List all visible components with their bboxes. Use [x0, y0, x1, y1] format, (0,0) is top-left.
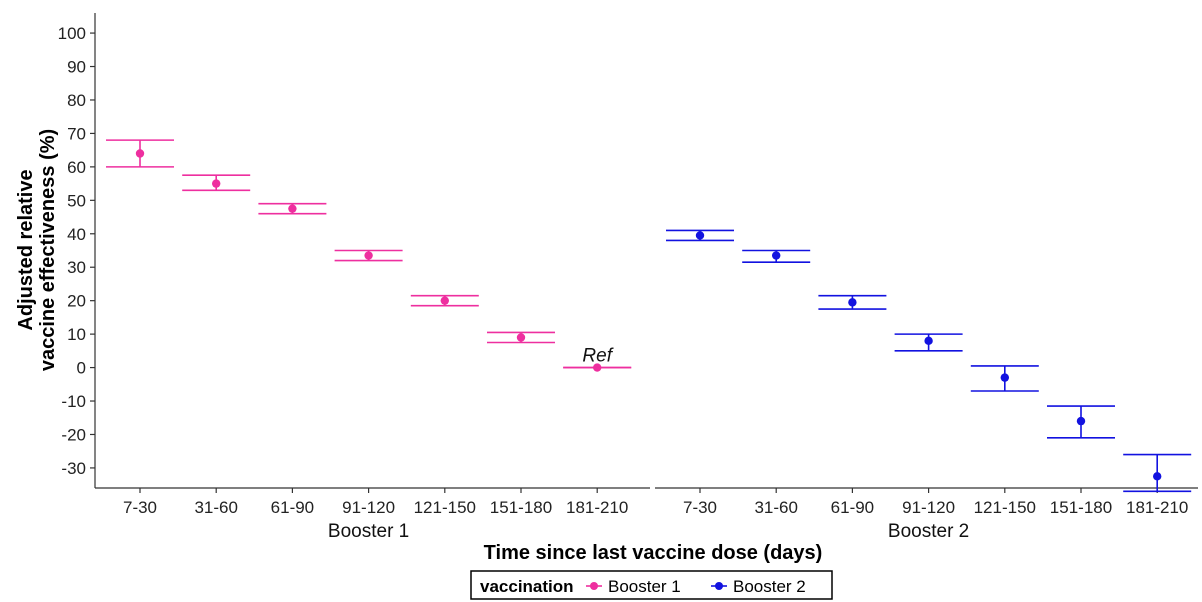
x-tick-label: 181-210 [566, 498, 628, 517]
legend-box [470, 570, 833, 600]
x-tick-label: 151-180 [1050, 498, 1112, 517]
data-point [440, 296, 449, 305]
ref-annotation: Ref [582, 346, 613, 367]
data-point [924, 336, 933, 346]
y-axis-title: Adjusted relative vaccine effectiveness (… [15, 129, 59, 371]
y-tick-label: 40 [67, 225, 86, 244]
data-point [288, 204, 297, 213]
x-axis-title: Time since last vaccine dose (days) [484, 542, 823, 564]
x-tick-label: 151-180 [490, 498, 552, 517]
labels-layer: Booster 1 Ref Booster 2 Adjusted relative va… [15, 129, 969, 564]
x-tick-label: 31-60 [754, 498, 797, 517]
data-point [135, 149, 145, 158]
y-tick-label: 90 [67, 58, 86, 77]
data-point [695, 231, 705, 240]
data-point [772, 251, 781, 260]
data-point [1000, 373, 1009, 382]
y-tick-label: 50 [67, 191, 86, 210]
y-tick-label: 70 [67, 124, 86, 143]
y-tick-label: 20 [67, 292, 86, 311]
y-tick-label: 100 [58, 24, 86, 43]
y-tick-label: -10 [61, 392, 86, 411]
legend-key-point [590, 582, 598, 590]
legend: vaccination Booster 1 Booster 2 [470, 570, 833, 600]
y-tick-label: -20 [61, 425, 86, 444]
data-point [848, 298, 857, 307]
x-tick-label: 91-120 [342, 498, 395, 517]
data-point [212, 179, 221, 188]
data-point [1076, 416, 1086, 426]
x-tick-label: 121-150 [414, 498, 476, 517]
y-tick-label: -30 [61, 459, 86, 478]
legend-title: vaccination [480, 577, 574, 596]
y-tick-label: 80 [67, 91, 86, 110]
y-tick-label: 0 [77, 359, 86, 378]
legend-entry-label: Booster 1 [608, 577, 681, 596]
x-tick-label: 7-30 [123, 498, 157, 517]
legend-entry-label: Booster 2 [733, 577, 806, 596]
marks-layer [106, 139, 1192, 493]
data-point [516, 333, 526, 342]
facet-label: Booster 1 [328, 521, 409, 542]
data-point [364, 251, 373, 260]
x-tick-label: 61-90 [831, 498, 874, 517]
legend-key-point [715, 582, 723, 590]
y-tick-label: 10 [67, 325, 86, 344]
y-axis-title-line2: vaccine effectiveness (%) [37, 129, 59, 371]
data-point [1153, 472, 1162, 481]
x-tick-label: 31-60 [194, 498, 237, 517]
x-tick-label: 181-210 [1126, 498, 1188, 517]
x-tick-label: 7-30 [683, 498, 717, 517]
y-axis-title-line1: Adjusted relative [15, 169, 37, 330]
facet-label: Booster 2 [888, 521, 969, 542]
y-tick-label: 30 [67, 258, 86, 277]
axes-layer: -30 -20 -10 0 10 20 30 40 50 60 70 80 90 100 7-30 31-60… [58, 13, 1198, 517]
x-tick-label: 61-90 [271, 498, 314, 517]
x-tick-label: 121-150 [974, 498, 1036, 517]
x-tick-label: 91-120 [902, 498, 955, 517]
data-point [593, 363, 602, 372]
y-tick-label: 60 [67, 158, 86, 177]
